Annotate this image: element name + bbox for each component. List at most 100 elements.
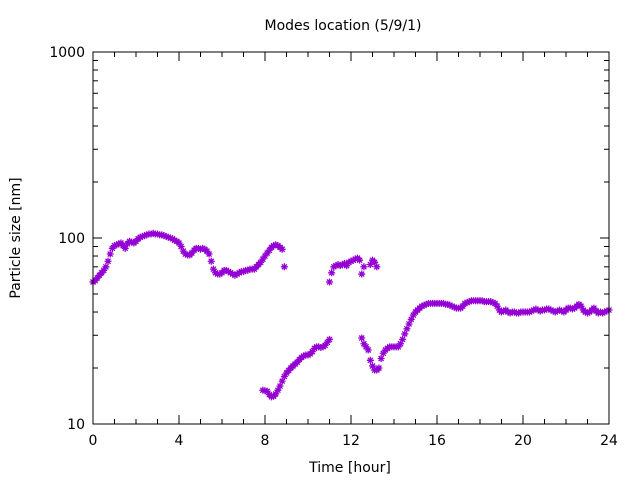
data-point (336, 262, 344, 270)
data-point (541, 306, 548, 314)
data-point (100, 266, 108, 274)
data-point (164, 233, 172, 241)
x-tick-label: 24 (600, 433, 618, 449)
data-points (89, 229, 613, 401)
data-point (377, 354, 385, 362)
data-point (422, 300, 430, 308)
data-point (366, 261, 374, 269)
data-point (375, 364, 383, 372)
data-point (280, 263, 288, 271)
data-point (403, 325, 411, 333)
data-point (323, 338, 331, 346)
data-point (556, 306, 564, 314)
data-point (181, 250, 189, 258)
data-point (115, 240, 123, 248)
data-point (360, 340, 368, 348)
data-point (149, 229, 157, 237)
data-point (515, 309, 523, 317)
data-point (209, 265, 217, 273)
data-point (439, 299, 447, 307)
data-point (326, 335, 333, 343)
data-point (581, 308, 589, 316)
y-axis-label: Particle size [nm] (8, 177, 24, 298)
x-tick-label: 8 (261, 433, 270, 449)
data-point (528, 307, 536, 315)
data-point (504, 308, 512, 316)
data-point (141, 232, 149, 240)
data-point (371, 258, 379, 266)
x-tick-label: 20 (514, 433, 532, 449)
data-point (379, 349, 387, 357)
data-point (351, 255, 359, 263)
data-point (244, 266, 252, 274)
data-point (394, 343, 402, 351)
data-point (364, 346, 372, 354)
y-tick-label: 1000 (49, 45, 85, 61)
data-point (128, 238, 136, 246)
data-point (545, 305, 553, 313)
data-point (179, 247, 187, 255)
data-point (158, 231, 166, 239)
y-tick-labels: 10 100 1000 (49, 45, 85, 433)
data-point (525, 308, 533, 316)
data-point (553, 307, 561, 315)
data-point (240, 268, 247, 276)
data-point (207, 257, 215, 265)
data-point (498, 308, 505, 316)
data-point (138, 232, 146, 240)
data-point (113, 241, 121, 249)
data-point (568, 305, 576, 313)
data-point (334, 261, 342, 269)
data-point (547, 306, 555, 314)
data-point (259, 255, 267, 263)
data-point (366, 356, 374, 364)
data-point (594, 309, 602, 317)
data-point (401, 330, 409, 338)
data-point (420, 301, 428, 309)
data-point (104, 257, 112, 265)
data-point (551, 308, 559, 316)
data-point (349, 256, 357, 264)
x-tick-label: 0 (89, 433, 98, 449)
data-point (500, 307, 508, 315)
data-point (603, 307, 611, 315)
data-point (278, 377, 286, 385)
x-tick-label: 16 (428, 433, 446, 449)
data-point (536, 307, 544, 315)
data-point (194, 244, 202, 252)
data-point (489, 299, 497, 307)
data-point (577, 302, 585, 310)
data-point (147, 230, 155, 238)
data-point (222, 266, 230, 274)
data-point (463, 299, 471, 307)
data-point (444, 300, 452, 308)
data-point (506, 309, 514, 317)
data-point (493, 302, 501, 310)
data-point (300, 352, 308, 360)
data-point (272, 241, 280, 249)
data-point (111, 242, 118, 250)
data-point (199, 244, 207, 252)
x-tick-label: 4 (175, 433, 184, 449)
data-point (596, 308, 604, 316)
data-point (280, 373, 288, 381)
data-point (405, 320, 413, 328)
data-point (188, 249, 196, 257)
data-point (347, 257, 355, 265)
data-point (278, 245, 286, 253)
data-point (345, 258, 353, 266)
data-point (566, 304, 574, 312)
data-point (304, 351, 312, 359)
data-point (534, 306, 542, 314)
data-point (126, 237, 134, 245)
data-point (121, 244, 129, 252)
data-point (450, 303, 458, 311)
data-point (171, 236, 179, 244)
data-point (321, 341, 329, 349)
data-point (343, 262, 351, 270)
data-point (106, 250, 114, 258)
x-tick-label: 12 (342, 433, 360, 449)
data-point (418, 302, 426, 310)
